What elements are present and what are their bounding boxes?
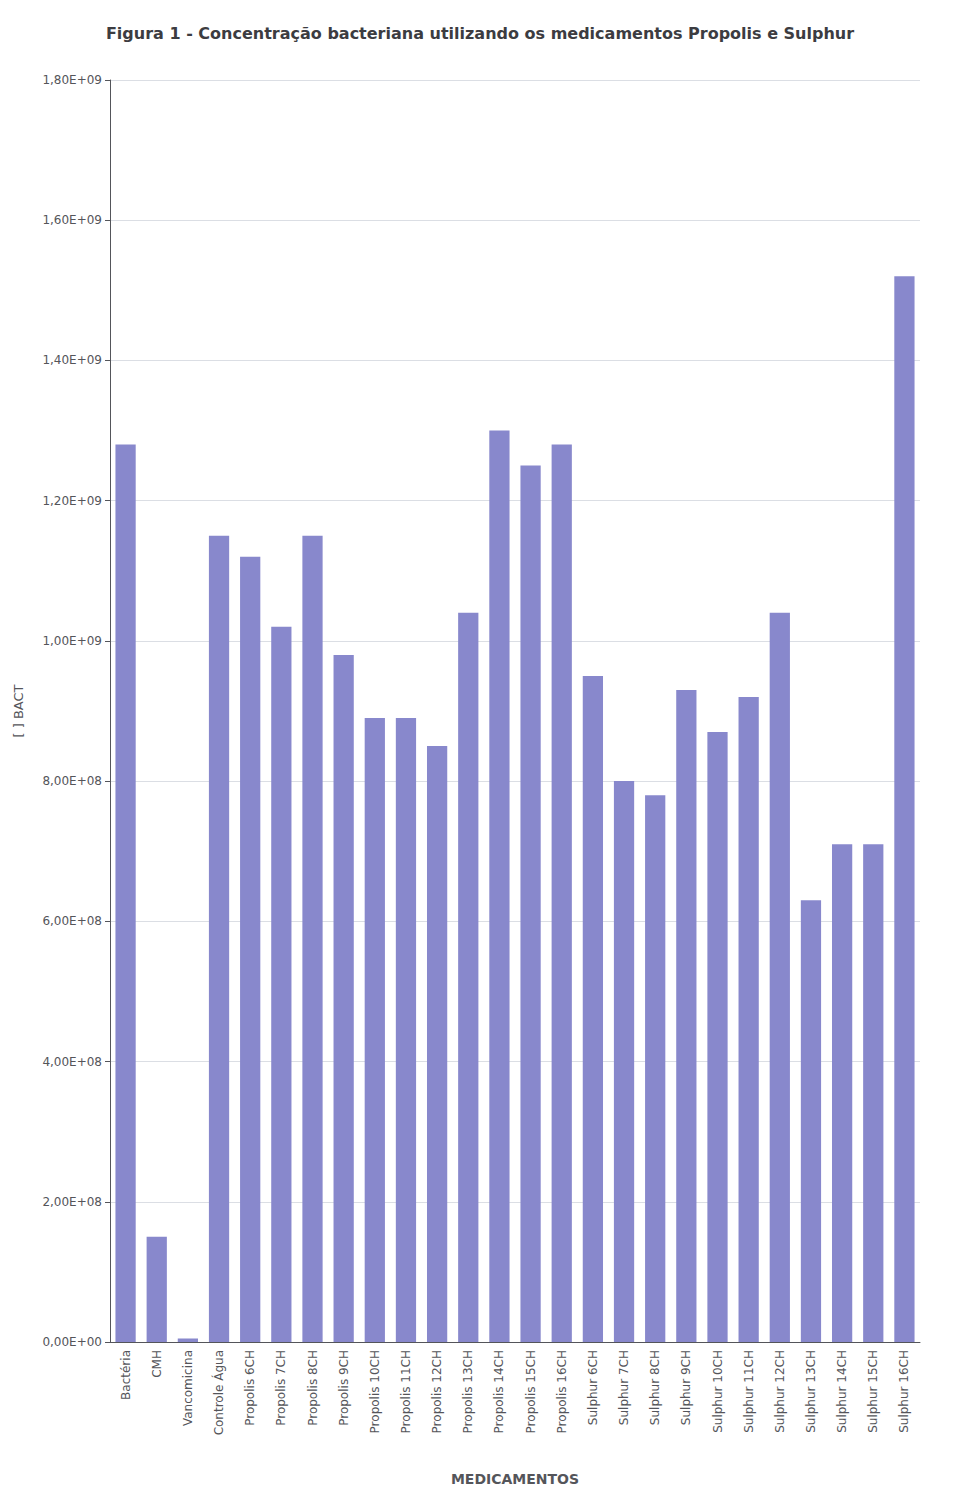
svg-text:Sulphur 13CH: Sulphur 13CH (804, 1350, 818, 1433)
svg-text:Propolis 9CH: Propolis 9CH (337, 1350, 351, 1426)
svg-text:Propolis 16CH: Propolis 16CH (555, 1350, 569, 1433)
svg-text:Sulphur 6CH: Sulphur 6CH (586, 1350, 600, 1425)
svg-text:CMH: CMH (150, 1350, 164, 1378)
svg-text:Propolis 7CH: Propolis 7CH (274, 1350, 288, 1426)
svg-text:1,80E+09: 1,80E+09 (42, 73, 102, 87)
svg-text:[ ] BACT: [ ] BACT (11, 684, 26, 737)
svg-text:Propolis 15CH: Propolis 15CH (524, 1350, 538, 1433)
svg-text:4,00E+08: 4,00E+08 (42, 1055, 102, 1069)
svg-text:Sulphur 9CH: Sulphur 9CH (679, 1350, 693, 1425)
svg-text:Propolis 11CH: Propolis 11CH (399, 1350, 413, 1433)
svg-text:Figura 1 - Concentração bacter: Figura 1 - Concentração bacteriana utili… (106, 24, 854, 43)
svg-text:Sulphur 8CH: Sulphur 8CH (648, 1350, 662, 1425)
svg-text:1,40E+09: 1,40E+09 (42, 353, 102, 367)
svg-text:2,00E+08: 2,00E+08 (42, 1195, 102, 1209)
svg-text:0,00E+00: 0,00E+00 (42, 1335, 102, 1349)
svg-text:Sulphur 11CH: Sulphur 11CH (742, 1350, 756, 1433)
svg-text:Sulphur 7CH: Sulphur 7CH (617, 1350, 631, 1425)
svg-text:1,60E+09: 1,60E+09 (42, 213, 102, 227)
svg-text:Propolis 13CH: Propolis 13CH (461, 1350, 475, 1433)
svg-text:1,00E+09: 1,00E+09 (42, 634, 102, 648)
svg-text:Bactéria: Bactéria (119, 1350, 133, 1400)
svg-text:Vancomicina: Vancomicina (181, 1350, 195, 1426)
svg-text:Sulphur 12CH: Sulphur 12CH (773, 1350, 787, 1433)
svg-text:Controle Água: Controle Água (211, 1350, 226, 1435)
svg-text:Sulphur 16CH: Sulphur 16CH (897, 1350, 911, 1433)
svg-text:Propolis 10CH: Propolis 10CH (368, 1350, 382, 1433)
svg-text:6,00E+08: 6,00E+08 (42, 914, 102, 928)
svg-text:Propolis 6CH: Propolis 6CH (243, 1350, 257, 1426)
svg-text:MEDICAMENTOS: MEDICAMENTOS (451, 1471, 579, 1487)
svg-text:Sulphur 15CH: Sulphur 15CH (866, 1350, 880, 1433)
svg-text:Sulphur 10CH: Sulphur 10CH (711, 1350, 725, 1433)
svg-text:1,20E+09: 1,20E+09 (42, 494, 102, 508)
svg-text:Propolis 12CH: Propolis 12CH (430, 1350, 444, 1433)
svg-text:Propolis 14CH: Propolis 14CH (492, 1350, 506, 1433)
svg-text:8,00E+08: 8,00E+08 (42, 774, 102, 788)
svg-text:Sulphur 14CH: Sulphur 14CH (835, 1350, 849, 1433)
svg-text:Propolis 8CH: Propolis 8CH (306, 1350, 320, 1426)
